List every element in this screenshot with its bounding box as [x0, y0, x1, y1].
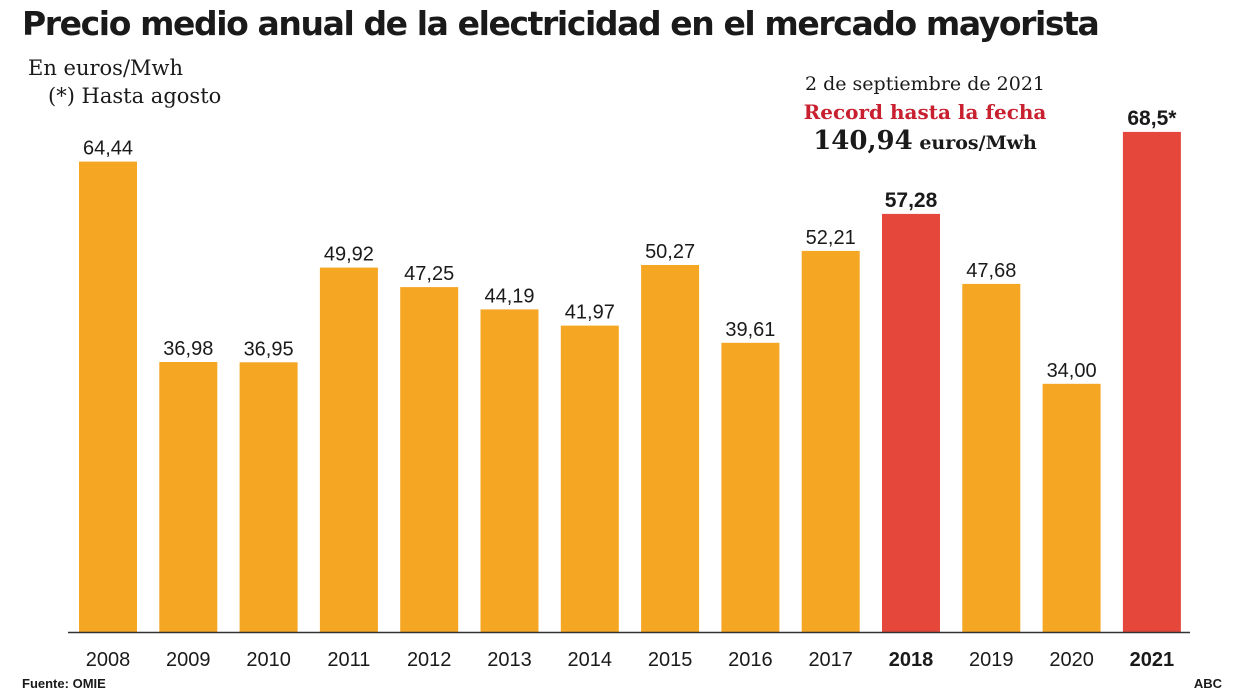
x-tick-2010: 2010: [246, 649, 291, 671]
data-label-2009: 36,98: [163, 338, 213, 360]
bar-2009: [159, 362, 218, 632]
data-label-2013: 44,19: [484, 285, 534, 307]
bar-2013: [480, 309, 539, 632]
bar-2012: [400, 287, 459, 632]
x-tick-2020: 2020: [1049, 649, 1094, 671]
source-value: OMIE: [72, 676, 106, 691]
bar-2018: [882, 213, 940, 632]
record-value-line: 140,94 euros/Mwh: [790, 126, 1060, 158]
record-date: 2 de septiembre de 2021: [804, 73, 1046, 95]
record-unit: euros/Mwh: [919, 132, 1037, 154]
x-tick-2013: 2013: [487, 649, 532, 671]
data-label-2021: 68,5*: [1127, 107, 1177, 130]
record-label: Record hasta la fecha: [803, 100, 1047, 124]
data-label-2019: 47,68: [966, 260, 1016, 282]
bar-2015: [641, 265, 700, 632]
x-tick-2021: 2021: [1130, 649, 1175, 671]
bar-2021: [1122, 131, 1181, 632]
data-label-2017: 52,21: [806, 227, 856, 249]
bar-2019: [962, 283, 1021, 632]
data-label-2008: 64,44: [83, 138, 133, 160]
x-tick-2011: 2011: [327, 649, 370, 671]
data-label-2020: 34,00: [1047, 360, 1097, 382]
x-tick-2012: 2012: [407, 649, 452, 671]
unit-label: En euros/Mwh: [28, 56, 184, 80]
data-label-2016: 39,61: [725, 319, 775, 341]
data-label-2014: 41,97: [565, 302, 615, 324]
x-tick-2008: 2008: [86, 649, 131, 671]
bar-2017: [801, 250, 860, 632]
data-label-2011: 49,92: [324, 244, 374, 266]
bar-2011: [319, 267, 378, 632]
x-tick-2009: 2009: [166, 649, 211, 671]
bar-2016: [721, 342, 780, 632]
x-tick-2015: 2015: [648, 649, 693, 671]
data-label-2018: 57,28: [885, 189, 938, 212]
source-label: Fuente:: [22, 676, 69, 691]
chart-title: Precio medio anual de la electricidad en…: [22, 4, 1100, 43]
record-annotation: 2 de septiembre de 2021 Record hasta la …: [790, 70, 1060, 158]
x-tick-2018: 2018: [889, 649, 934, 671]
footnote-label: (*) Hasta agosto: [48, 84, 222, 108]
x-tick-2019: 2019: [969, 649, 1014, 671]
data-label-2015: 50,27: [645, 241, 695, 263]
data-label-2012: 47,25: [404, 263, 454, 285]
bar-2014: [560, 325, 619, 632]
credit-label: ABC: [1193, 676, 1222, 691]
source-note: Fuente: OMIE: [22, 676, 106, 691]
bar-2010: [239, 362, 298, 632]
bar-2020: [1042, 383, 1101, 632]
data-label-2010: 36,95: [244, 338, 294, 360]
x-tick-2014: 2014: [568, 649, 613, 671]
bar-2008: [79, 161, 137, 632]
record-value: 140,94: [813, 126, 913, 156]
x-tick-2016: 2016: [728, 649, 773, 671]
x-tick-2017: 2017: [808, 649, 853, 671]
